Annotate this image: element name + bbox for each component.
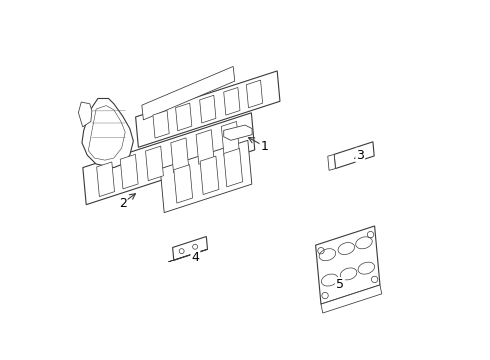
Polygon shape <box>153 111 169 138</box>
Polygon shape <box>97 162 115 197</box>
Polygon shape <box>83 113 255 204</box>
Polygon shape <box>136 71 280 147</box>
Polygon shape <box>160 140 252 213</box>
Polygon shape <box>334 142 374 168</box>
Polygon shape <box>246 80 263 108</box>
Polygon shape <box>224 87 240 115</box>
Ellipse shape <box>341 268 357 280</box>
Polygon shape <box>221 121 239 156</box>
Polygon shape <box>316 226 380 304</box>
Polygon shape <box>142 67 235 120</box>
Polygon shape <box>146 146 163 181</box>
Polygon shape <box>199 95 216 123</box>
Polygon shape <box>175 103 192 131</box>
Polygon shape <box>120 154 138 189</box>
Ellipse shape <box>319 249 336 261</box>
Polygon shape <box>321 285 382 313</box>
Text: 5: 5 <box>336 278 344 291</box>
Polygon shape <box>224 125 252 140</box>
Polygon shape <box>82 99 133 168</box>
Text: 3: 3 <box>356 149 364 162</box>
Polygon shape <box>224 148 243 187</box>
Polygon shape <box>328 154 336 170</box>
Text: 2: 2 <box>119 197 126 210</box>
Polygon shape <box>171 138 189 172</box>
Polygon shape <box>172 237 207 260</box>
Polygon shape <box>78 102 92 127</box>
Polygon shape <box>196 130 214 164</box>
Ellipse shape <box>321 274 338 286</box>
Polygon shape <box>169 249 207 262</box>
Polygon shape <box>174 165 193 203</box>
Polygon shape <box>200 156 219 194</box>
Text: 4: 4 <box>192 252 199 265</box>
Text: 1: 1 <box>261 140 269 153</box>
Ellipse shape <box>356 237 372 249</box>
Ellipse shape <box>338 243 355 255</box>
Ellipse shape <box>358 262 374 274</box>
